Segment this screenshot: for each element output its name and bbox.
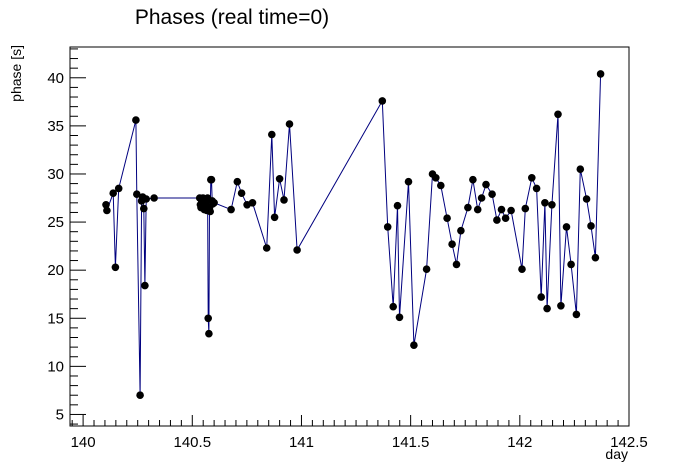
data-point [262,244,271,252]
data-point [528,174,536,182]
y-tick-label: 30 [47,166,64,183]
data-point [150,194,158,202]
x-tick-label: 142 [507,434,532,451]
data-point [457,226,465,235]
data-point [206,207,214,216]
data-point [237,189,246,197]
data-point [140,204,148,213]
data-point [142,195,150,203]
data-point [443,214,451,222]
data-point [395,313,404,322]
data-point [270,213,279,222]
data-series [102,70,605,400]
data-point [532,184,541,193]
data-point [103,206,111,215]
data-point [482,180,490,189]
x-axis: 140 140.5 141 141.5 142 142.5 [71,415,648,451]
data-point [488,190,496,198]
data-point [464,203,472,212]
y-tick-label: 5 [56,406,64,423]
data-point [210,199,218,207]
data-point [582,195,591,203]
data-point [109,189,117,197]
data-point [432,174,440,182]
data-point [576,165,585,173]
data-point [227,205,235,214]
data-point [537,293,545,301]
data-point [114,184,123,193]
data-point [141,281,149,290]
data-point [567,260,575,269]
data-point [389,302,398,311]
data-point [541,199,549,207]
data-point [207,175,216,184]
data-point [205,329,213,338]
data-point [587,222,595,230]
x-tick-label: 140.5 [174,434,212,451]
data-point [493,216,501,224]
data-point [268,130,276,139]
y-tick-label: 10 [47,358,64,375]
series-line [105,73,602,396]
data-point [204,314,212,323]
data-point [133,190,141,198]
y-tick-label: 25 [47,214,64,231]
data-point [275,175,284,183]
data-point [501,214,510,222]
data-point [572,310,581,319]
data-point [596,70,605,78]
data-point [422,265,431,274]
data-point [452,260,461,269]
data-point [393,201,402,210]
y-tick-label: 20 [47,262,64,279]
data-point [521,204,530,213]
y-axis-label: phase [s] [8,45,24,102]
x-axis-label: day [605,446,628,462]
data-point [518,265,526,274]
data-point [280,196,288,204]
data-point [102,201,110,209]
data-point [293,246,301,254]
data-point [557,302,565,310]
chart-title: Phases (real time=0) [135,6,329,29]
data-point [410,341,418,350]
x-tick-label: 140 [71,434,96,451]
data-point [554,110,562,119]
data-point [507,206,515,215]
data-point [437,181,445,190]
data-point [111,263,120,272]
plot-frame [69,46,630,427]
y-axis: 5 10 15 20 25 30 35 40 [47,48,86,425]
data-point [469,175,477,184]
x-tick-label: 142.5 [610,434,648,451]
data-point [248,199,257,207]
data-point [497,205,506,214]
data-point [448,240,456,248]
data-point [477,194,486,202]
x-tick-label: 141.5 [392,434,430,451]
data-point [378,97,387,105]
y-tick-label: 35 [47,118,64,135]
data-point [404,177,413,186]
y-tick-label: 40 [47,70,64,87]
y-tick-label: 15 [47,310,64,327]
data-point [473,205,482,214]
data-point [136,391,144,400]
data-point [383,223,392,231]
data-point [548,201,556,209]
data-point [233,177,242,186]
data-point [285,120,294,128]
data-point [132,116,140,124]
data-point [591,253,600,262]
data-point [543,304,551,313]
x-tick-label: 141 [289,434,314,451]
data-point [562,223,571,231]
